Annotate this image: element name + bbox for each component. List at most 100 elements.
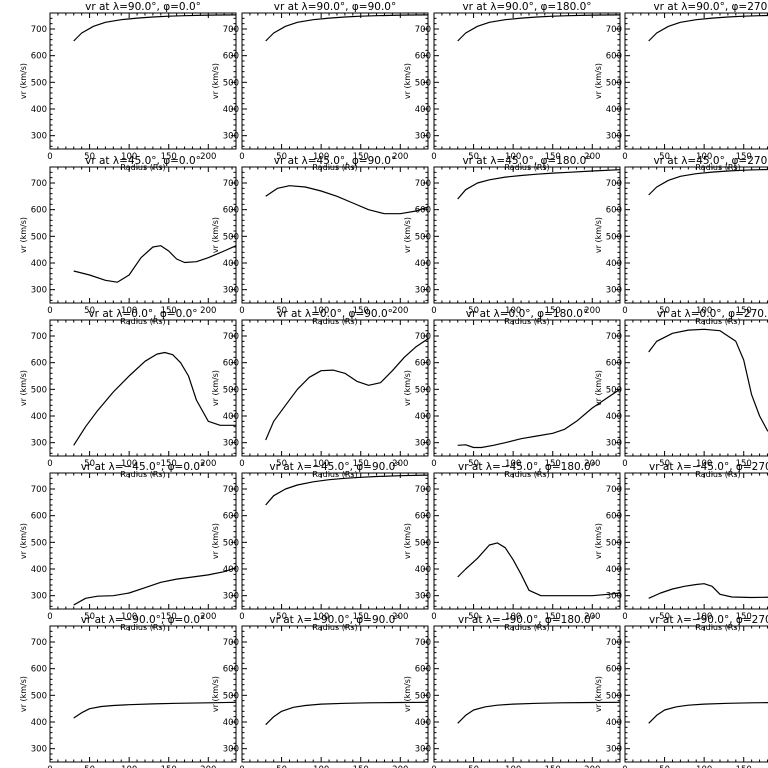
y-tick-label: 700: [606, 332, 622, 342]
y-tick-label: 300: [223, 286, 239, 296]
y-tick-label: 700: [606, 485, 622, 495]
x-tick-label: 100: [121, 765, 137, 768]
x-tick-label: 50: [276, 306, 287, 316]
x-tick-label: 0: [47, 459, 52, 469]
x-tick-label: 100: [696, 306, 712, 316]
y-tick-label: 600: [31, 52, 47, 62]
x-tick-label: 200: [392, 306, 408, 316]
y-tick-label: 400: [223, 565, 239, 575]
x-tick-label: 200: [200, 306, 216, 316]
y-axis-label: vr (km/s): [403, 676, 412, 712]
x-tick-label: 100: [313, 765, 329, 768]
y-axis-label: vr (km/s): [211, 676, 220, 712]
x-axis-label: Radius (Rs): [312, 470, 357, 479]
panel-6: vr at λ=45.0°, φ=90.0° 0 50 100 150 200 300 400…: [211, 155, 429, 326]
x-tick-label: 200: [392, 152, 408, 162]
panel-5: vr at λ=45.0°, φ=0.0° 0 50 100 150 200 300 400 5…: [19, 155, 237, 326]
y-tick-label: 700: [223, 179, 239, 189]
y-tick-label: 600: [606, 512, 622, 522]
y-tick-label: 500: [31, 385, 47, 395]
x-tick-label: 200: [392, 612, 408, 622]
y-tick-label: 500: [223, 232, 239, 242]
x-tick-label: 50: [468, 459, 479, 469]
x-tick-label: 150: [545, 612, 561, 622]
panel-title: vr at λ=−45.0°, φ=270.0°: [649, 461, 768, 473]
panel-title: vr at λ=0.0°, φ=270.0°: [657, 308, 768, 320]
x-tick-label: 100: [121, 459, 137, 469]
plot-frame: [241, 472, 429, 610]
series-line: [457, 388, 621, 449]
y-axis-label: vr (km/s): [594, 523, 603, 559]
y-tick-label: 600: [223, 359, 239, 369]
plot-frame: [241, 625, 429, 763]
y-axis-label: vr (km/s): [403, 63, 412, 99]
x-tick-label: 150: [736, 152, 752, 162]
y-tick-label: 400: [415, 718, 431, 728]
x-tick-label: 100: [121, 306, 137, 316]
y-tick-label: 300: [415, 439, 431, 449]
panel-title: vr at λ=90.0°, φ=0.0°: [85, 1, 201, 13]
x-tick-label: 150: [161, 765, 177, 768]
panel-title: vr at λ=90.0°, φ=180.0°: [462, 1, 591, 13]
x-tick-label: 0: [47, 152, 52, 162]
y-axis-label: vr (km/s): [19, 370, 28, 406]
x-tick-label: 200: [584, 152, 600, 162]
y-tick-label: 500: [606, 691, 622, 701]
y-tick-label: 500: [223, 538, 239, 548]
panel-title: vr at λ=−45.0°, φ=180.0°: [458, 461, 596, 473]
panel-title: vr at λ=−90.0°, φ=270.0°: [649, 614, 768, 626]
y-axis-label: vr (km/s): [19, 217, 28, 253]
y-tick-label: 700: [415, 485, 431, 495]
y-tick-label: 300: [31, 592, 47, 602]
x-tick-label: 200: [584, 612, 600, 622]
x-tick-label: 50: [84, 306, 95, 316]
plot-frame: [241, 166, 429, 304]
y-tick-label: 300: [31, 132, 47, 142]
y-tick-label: 600: [31, 359, 47, 369]
x-tick-label: 0: [239, 765, 244, 768]
plot-frame: [624, 12, 768, 150]
panel-title: vr at λ=0.0°, φ=180.0°: [466, 308, 588, 320]
x-tick-label: 100: [696, 765, 712, 768]
plot-frame: [433, 625, 621, 763]
x-tick-label: 0: [622, 306, 627, 316]
panel-title: vr at λ=−45.0°, φ=0.0°: [81, 461, 206, 473]
y-tick-label: 600: [415, 359, 431, 369]
x-tick-label: 150: [545, 459, 561, 469]
y-tick-label: 700: [606, 179, 622, 189]
y-tick-label: 600: [606, 206, 622, 216]
x-tick-label: 150: [161, 459, 177, 469]
plot-frame: [624, 166, 768, 304]
x-tick-label: 150: [736, 765, 752, 768]
y-tick-label: 400: [223, 718, 239, 728]
y-tick-label: 600: [223, 206, 239, 216]
y-axis-label: vr (km/s): [19, 523, 28, 559]
x-tick-label: 150: [545, 152, 561, 162]
y-tick-label: 600: [31, 665, 47, 675]
y-axis-label: vr (km/s): [211, 63, 220, 99]
y-axis-label: vr (km/s): [403, 370, 412, 406]
panel-3: vr at λ=90.0°, φ=180.0° 0 50 100 150 200 300 40…: [403, 1, 621, 172]
x-tick-label: 50: [84, 459, 95, 469]
y-axis-label: vr (km/s): [594, 676, 603, 712]
y-axis-label: vr (km/s): [403, 217, 412, 253]
series-line: [265, 701, 429, 726]
panel-20: vr at λ=−90.0°, φ=270.0°0501001502003004…: [594, 614, 768, 768]
panel-title: vr at λ=90.0°, φ=270.0°: [653, 1, 768, 13]
y-tick-label: 600: [223, 52, 239, 62]
x-axis-label: Radius (Rs): [504, 317, 549, 326]
y-tick-label: 700: [31, 25, 47, 35]
y-tick-label: 400: [606, 718, 622, 728]
plot-frame: [433, 472, 621, 610]
plot-frame: [49, 319, 237, 457]
x-tick-label: 0: [431, 459, 436, 469]
x-tick-label: 50: [276, 459, 287, 469]
x-tick-label: 100: [696, 152, 712, 162]
panel-7: vr at λ=45.0°, φ=180.0° 0 50 100 150 200 300 40…: [403, 155, 621, 326]
y-tick-label: 300: [415, 286, 431, 296]
y-tick-label: 700: [415, 638, 431, 648]
panel-16: vr at λ=−45.0°, φ=270.0°0501001502003004…: [594, 461, 768, 632]
x-tick-label: 200: [392, 765, 408, 768]
y-tick-label: 500: [31, 78, 47, 88]
y-axis-label: vr (km/s): [594, 370, 603, 406]
